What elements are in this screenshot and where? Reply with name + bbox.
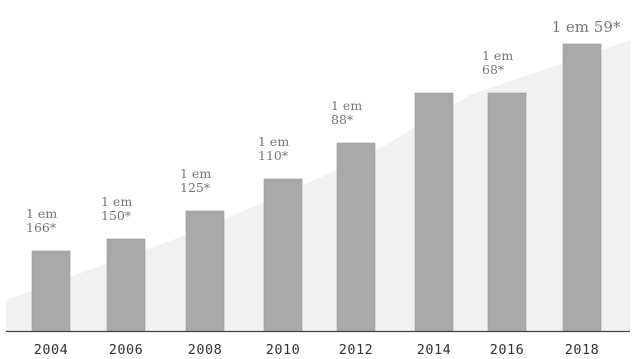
data-label-2016-line-2: 68*	[482, 62, 505, 77]
x-tick-label-2012: 2012	[339, 342, 374, 358]
data-label-2006-line-1: 1 em	[101, 194, 132, 209]
bar-2016	[487, 92, 527, 332]
data-label-2010-line-2: 110*	[258, 148, 289, 163]
data-label-2010-line-1: 1 em	[258, 134, 289, 149]
data-label-2018: 1 em 59*	[552, 18, 621, 36]
data-label-2004-line-1: 1 em	[26, 206, 57, 221]
x-tick-label-2018: 2018	[565, 342, 600, 358]
background-wedge	[6, 40, 630, 331]
bar-2006	[106, 238, 146, 332]
data-label-2012-line-2: 88*	[331, 112, 354, 127]
x-tick-label-2006: 2006	[109, 342, 144, 358]
data-label-2004-line-2: 166*	[26, 220, 57, 235]
x-tick-label-2010: 2010	[266, 342, 301, 358]
x-tick-label-2014: 2014	[417, 342, 452, 358]
bar-2008	[185, 210, 225, 332]
bar-2010	[263, 178, 303, 332]
bar-2004	[31, 250, 71, 332]
bar-2014	[414, 92, 454, 332]
data-label-2008-line-2: 125*	[180, 180, 211, 195]
data-label-2008-line-1: 1 em	[180, 166, 211, 181]
data-label-2016-line-1: 1 em	[482, 48, 513, 63]
bar-2018	[562, 43, 602, 332]
data-label-2006-line-2: 150*	[101, 208, 132, 223]
x-tick-label-2008: 2008	[188, 342, 223, 358]
bar-2012	[336, 142, 376, 332]
x-tick-label-2004: 2004	[34, 342, 69, 358]
data-label-2012-line-1: 1 em	[331, 98, 362, 113]
x-tick-label-2016: 2016	[490, 342, 525, 358]
